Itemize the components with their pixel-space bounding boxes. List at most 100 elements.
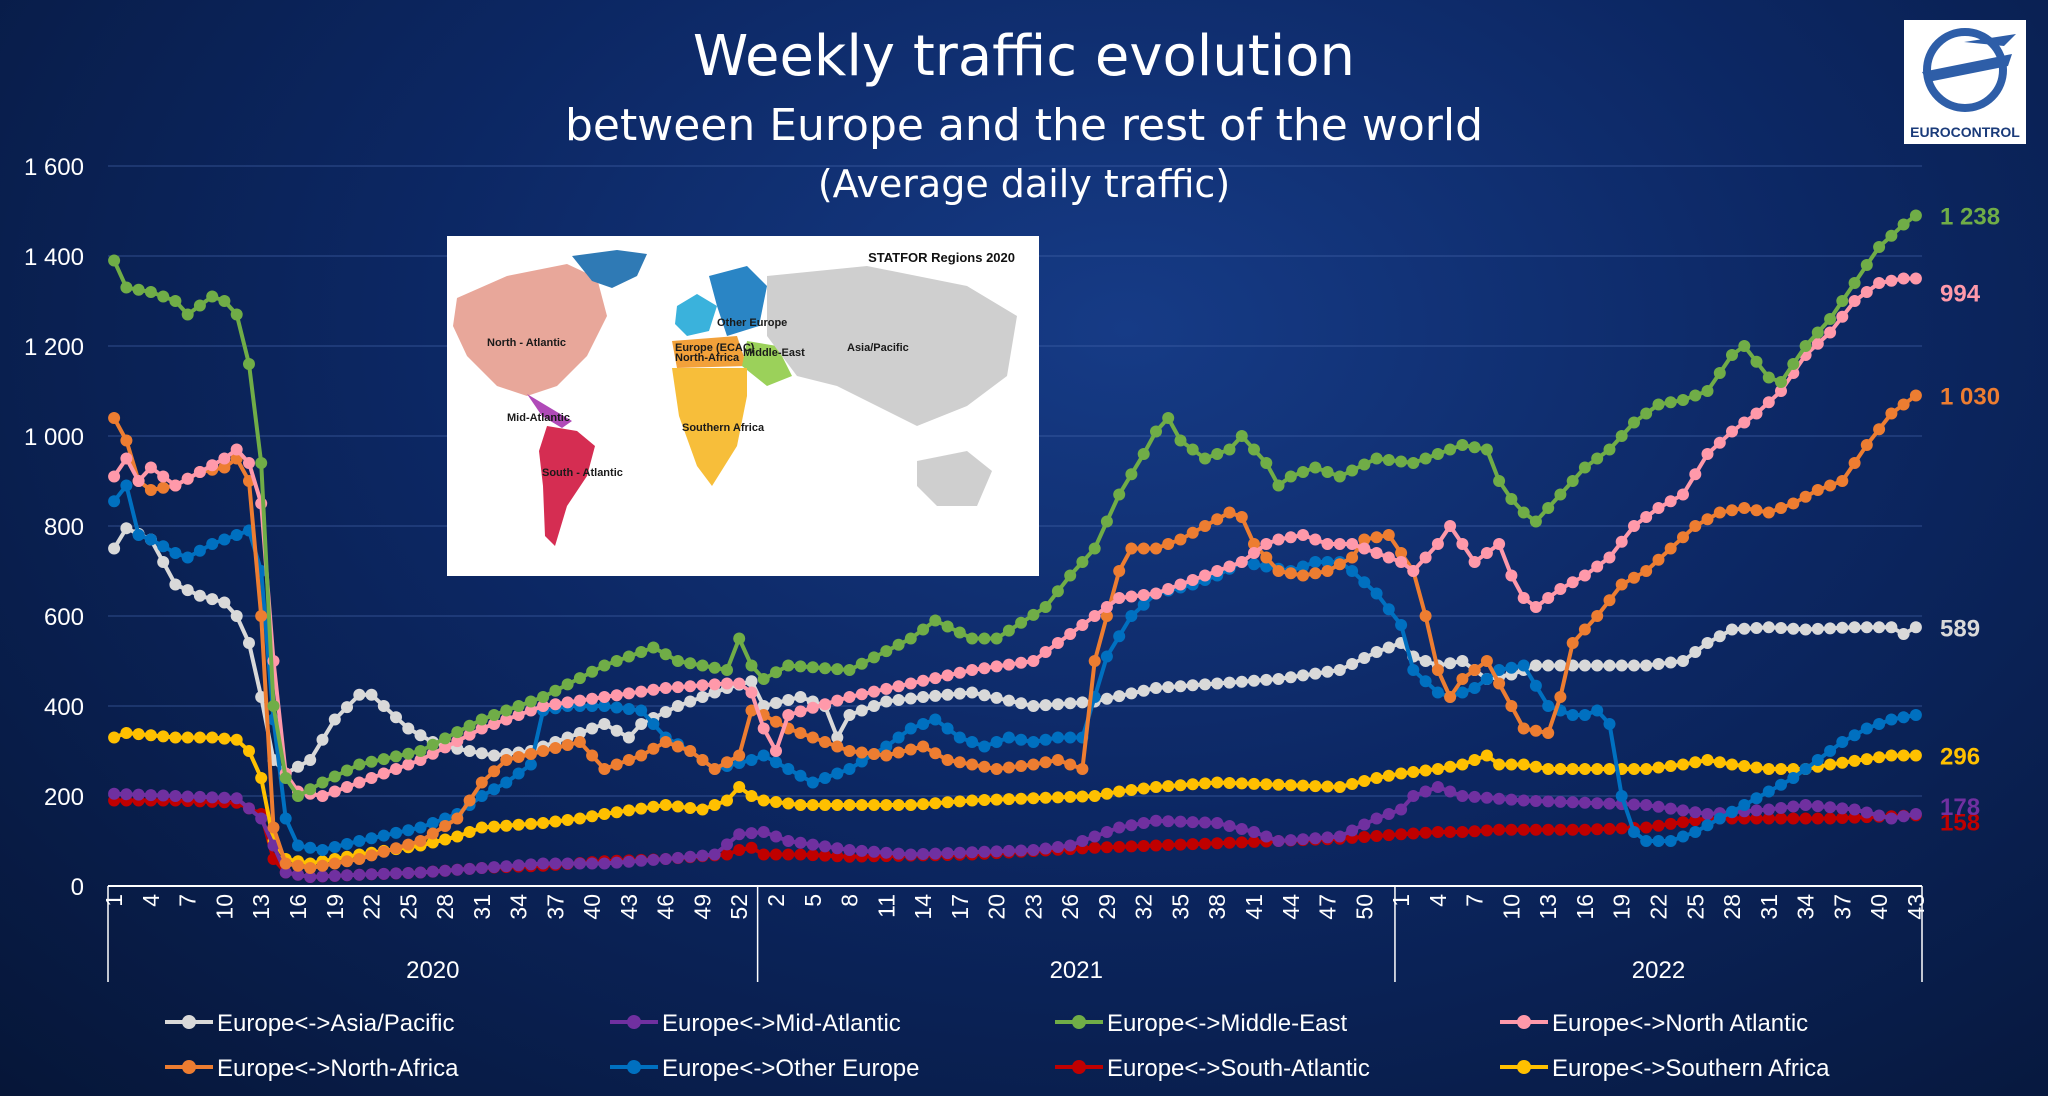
data-point — [144, 461, 157, 474]
data-point — [1640, 407, 1653, 420]
data-point — [1824, 479, 1837, 492]
data-point — [708, 763, 721, 775]
data-point — [1726, 425, 1738, 438]
data-point — [770, 715, 782, 728]
x-tick-label: 19 — [1609, 894, 1635, 920]
data-point — [1848, 729, 1861, 742]
data-point — [598, 857, 611, 870]
data-point — [1578, 823, 1591, 836]
data-point — [1027, 844, 1040, 856]
data-point — [598, 718, 611, 730]
data-point — [206, 290, 219, 303]
end-value-label: 178 — [1940, 794, 1980, 821]
data-point — [1836, 310, 1849, 323]
data-point — [169, 578, 182, 591]
data-point — [659, 682, 672, 694]
data-point — [671, 800, 684, 813]
data-point — [843, 844, 856, 856]
data-point — [635, 854, 648, 867]
data-point — [733, 844, 746, 856]
data-point — [1713, 630, 1726, 643]
legend-entry: Europe<->Southern Africa — [1500, 1055, 1830, 1082]
data-point — [524, 817, 537, 830]
data-point — [1713, 756, 1726, 769]
data-point — [855, 704, 868, 717]
data-point — [1897, 711, 1910, 724]
data-point — [1284, 567, 1297, 580]
data-point — [1407, 827, 1420, 840]
data-point — [978, 662, 991, 675]
data-point — [1346, 658, 1359, 670]
data-point — [745, 827, 758, 840]
data-point — [1137, 589, 1150, 601]
data-point — [868, 685, 880, 698]
data-point — [1137, 817, 1150, 829]
data-point — [157, 789, 170, 802]
y-tick-label: 0 — [71, 874, 84, 901]
data-point — [573, 812, 586, 825]
data-point — [745, 675, 758, 688]
data-point — [1125, 840, 1138, 853]
x-tick-label: 28 — [1719, 894, 1745, 920]
data-point — [1125, 610, 1138, 622]
data-point — [1799, 763, 1812, 775]
data-point — [157, 290, 170, 303]
data-point — [966, 758, 979, 771]
data-point — [1223, 560, 1236, 573]
data-point — [341, 781, 353, 793]
data-point — [1100, 787, 1113, 800]
data-point — [966, 664, 979, 676]
data-point — [953, 666, 966, 679]
data-point — [1015, 792, 1028, 805]
data-point — [1039, 733, 1052, 746]
data-point — [512, 818, 525, 831]
series-europe-middle-east — [108, 209, 1922, 802]
data-point — [1542, 727, 1555, 739]
data-point — [1444, 520, 1457, 532]
data-point — [181, 308, 194, 321]
data-point — [855, 844, 868, 857]
data-point — [868, 700, 880, 712]
data-point — [868, 845, 880, 858]
data-point — [1885, 749, 1898, 762]
data-point — [990, 763, 1003, 775]
data-point — [365, 868, 378, 881]
data-point — [181, 584, 194, 597]
data-point — [1223, 820, 1236, 832]
data-point — [1750, 761, 1763, 774]
data-point — [1456, 686, 1469, 699]
legend-entry: Europe<->Asia/Pacific — [165, 1010, 454, 1037]
data-point — [1309, 780, 1322, 793]
data-point — [770, 745, 782, 757]
data-point — [475, 862, 488, 874]
data-point — [892, 680, 905, 693]
series-europe-north-atlantic — [108, 272, 1922, 802]
data-point — [647, 742, 660, 755]
data-point — [353, 835, 366, 847]
data-point — [1493, 792, 1506, 805]
data-point — [880, 740, 893, 753]
data-point — [390, 711, 402, 724]
data-point — [1677, 804, 1689, 817]
data-point — [377, 829, 390, 842]
data-point — [230, 529, 243, 541]
data-point — [1480, 749, 1493, 762]
data-point — [733, 781, 746, 793]
data-point — [1358, 458, 1371, 471]
data-point — [806, 849, 819, 862]
data-point — [1015, 844, 1028, 857]
x-tick-label: 37 — [1829, 894, 1855, 920]
y-tick-label: 1 600 — [24, 154, 84, 181]
data-point — [1762, 371, 1775, 384]
data-point — [782, 659, 795, 672]
data-point — [1076, 763, 1089, 775]
data-point — [1346, 538, 1359, 550]
data-point — [144, 533, 157, 546]
data-point — [953, 731, 966, 744]
data-point — [1223, 777, 1236, 789]
data-point — [414, 729, 427, 742]
data-point — [488, 718, 501, 730]
data-point — [1125, 687, 1138, 700]
data-point — [1346, 778, 1359, 790]
eurocontrol-logo: EUROCONTROL — [1904, 20, 2026, 144]
